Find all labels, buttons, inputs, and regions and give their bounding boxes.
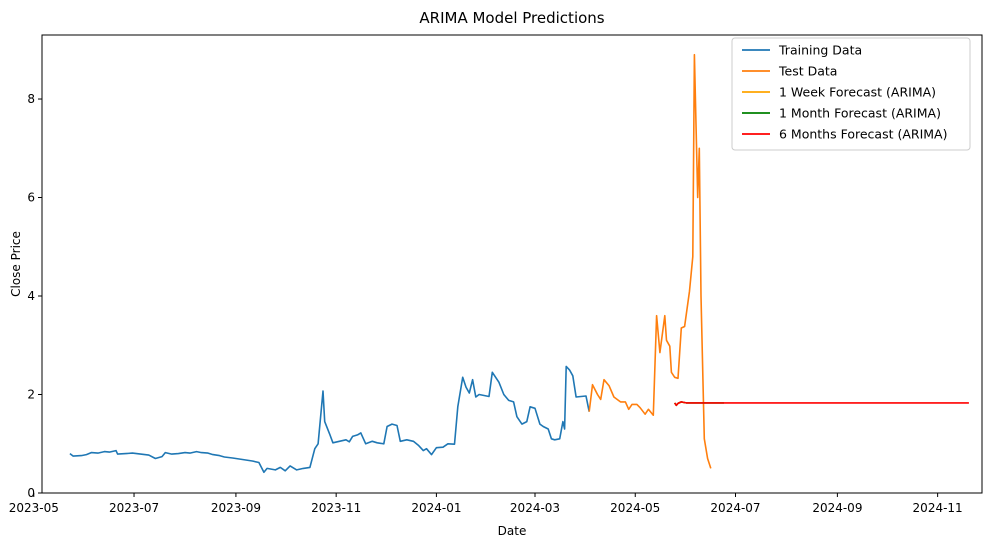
y-tick-label: 6 [27,191,35,205]
x-tick-label: 2023-11 [311,501,361,515]
x-axis: 2023-05 2023-07 2023-09 2023-11 2024-01 2024-… [9,493,963,515]
legend: Training Data Test Data 1 Week Forecast (A… [731,37,971,151]
x-tick-label: 2023-09 [211,501,261,515]
y-tick-label: 8 [27,92,35,106]
legend-entry-label: 6 Months Forecast (ARIMA) [779,127,947,142]
legend-entry-label: 1 Week Forecast (ARIMA) [779,85,936,100]
y-tick-label: 0 [27,486,35,500]
x-tick-label: 2023-07 [109,501,159,515]
legend-items: Training Data Test Data 1 Week Forecast (A… [742,43,947,142]
y-axis: 0 2 4 6 8 [27,92,42,500]
x-tick-label: 2024-11 [913,501,963,515]
chart-title: ARIMA Model Predictions [419,9,604,27]
x-tick-label: 2023-05 [9,501,59,515]
y-axis-label: Close Price [9,231,23,297]
x-tick-label: 2024-09 [812,501,862,515]
series-line-1 [588,53,712,469]
legend-entry-label: Test Data [778,64,837,79]
plot-area-frame [41,34,983,494]
legend-entry-label: 1 Month Forecast (ARIMA) [779,106,941,121]
x-tick-label: 2024-03 [510,501,560,515]
x-tick-label: 2024-07 [710,501,760,515]
x-tick-label: 2024-01 [411,501,461,515]
x-tick-label: 2024-05 [610,501,660,515]
series-layer [69,53,969,474]
y-tick-label: 4 [27,289,35,303]
y-tick-label: 2 [27,388,35,402]
series-line-4 [674,401,969,407]
legend-entry-label: Training Data [778,43,862,58]
legend-frame [731,37,971,151]
x-axis-label: Date [498,524,527,538]
series-line-0 [69,365,590,474]
